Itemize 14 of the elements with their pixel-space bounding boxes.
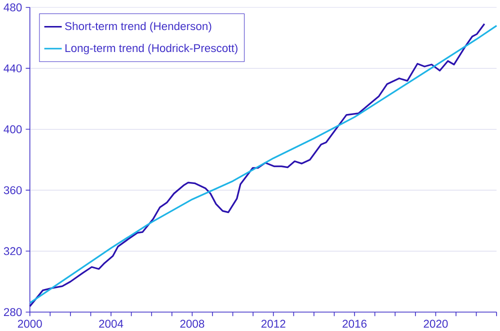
y-tick-label: 480: [4, 3, 22, 12]
y-tick-label: 440: [4, 64, 22, 72]
x-tick-label: 2012: [261, 320, 286, 328]
y-tick-label: 400: [4, 125, 22, 134]
x-tick-label: 2008: [180, 320, 204, 328]
legend-label: Short-term trend (Henderson): [65, 22, 212, 32]
y-tick-label: 280: [4, 308, 22, 316]
x-tick-label: 2020: [424, 320, 448, 328]
y-tick-label: 360: [4, 186, 22, 194]
legend-label: Long-term trend (Hodrick-Prescott): [65, 44, 238, 54]
x-tick-label: 2016: [342, 320, 367, 328]
x-tick-label: 2004: [99, 320, 124, 328]
x-tick-label: 2000: [18, 320, 42, 328]
y-tick-label: 320: [4, 247, 22, 256]
